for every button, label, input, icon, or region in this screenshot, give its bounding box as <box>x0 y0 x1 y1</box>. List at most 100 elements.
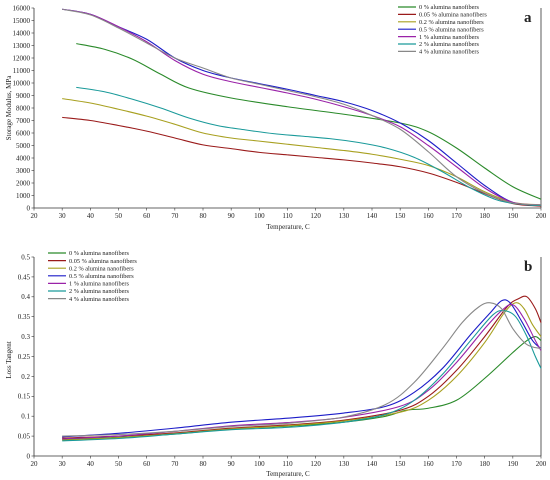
panel-a-x-tick-label: 150 <box>395 212 406 220</box>
panel-b: 0 0.05 0.1 0.15 0.2 0.25 0.3 0.35 0.4 0.45 0.5 20 3… <box>5 250 547 478</box>
panel-b-x-tick-label: 60 <box>143 460 151 468</box>
panel-a-x-tick-label: 160 <box>423 212 434 220</box>
panel-a-series-line-4 <box>62 8 542 206</box>
panel-a-x-ticks: 20 30 40 50 60 70 80 90 100 110 120 130 140 150 160 170… <box>31 208 547 220</box>
panel-a-legend-entry: 0.5 % alumina nanofibers <box>419 26 484 33</box>
panel-b-series-line-3 <box>62 299 542 438</box>
panel-a-y-tick-label: 15000 <box>13 17 31 25</box>
panel-a-y-ticks: 0 1000 2000 3000 4000 5000 6000 7000 8000 9000 100… <box>13 4 34 212</box>
panel-a-y-tick-label: 14000 <box>13 29 31 37</box>
panel-a-x-tick-label: 20 <box>31 212 39 220</box>
panel-a-series-line-6 <box>62 8 542 206</box>
panel-a-series-line-1 <box>62 116 542 207</box>
panel-a-y-axis-title: Storage Modulus, MPa <box>5 75 13 141</box>
panel-b-x-tick-label: 130 <box>339 460 350 468</box>
panel-a-y-tick-label: 5000 <box>16 142 31 150</box>
panel-b-x-tick-label: 160 <box>423 460 434 468</box>
panel-a-legend-entry: 0.2 % alumina nanofibers <box>419 19 484 26</box>
panel-b-series-line-6 <box>62 302 542 437</box>
panel-b-series-line-2 <box>62 302 542 441</box>
panel-b-x-tick-label: 40 <box>87 460 95 468</box>
panel-b-x-tick-label: 80 <box>200 460 208 468</box>
panel-a-y-tick-label: 10000 <box>13 79 31 87</box>
panel-b-x-tick-label: 140 <box>367 460 378 468</box>
panel-b-x-tick-label: 70 <box>171 460 179 468</box>
panel-a-series-line-2 <box>62 98 542 206</box>
panel-a-y-tick-label: 6000 <box>16 129 31 137</box>
panel-b-y-tick-label: 0.2 <box>21 373 30 381</box>
panel-a-y-tick-label: 2000 <box>16 179 31 187</box>
panel-b-x-ticks: 20 30 40 50 60 70 80 90 100 110 120 130 140 150 160 170… <box>31 456 547 468</box>
panel-b-legend-entry: 4 % alumina nanofibers <box>69 296 130 303</box>
panel-b-series-line-1 <box>62 295 542 439</box>
panel-b-legend-entry: 1 % alumina nanofibers <box>69 281 130 288</box>
panel-a-y-tick-label: 16000 <box>13 4 31 12</box>
panel-a-legend-entry: 0.05 % alumina nanofibers <box>419 12 487 19</box>
panel-a-y-tick-label: 12000 <box>13 54 31 62</box>
panel-a-letter: a <box>524 10 532 26</box>
panel-b-y-tick-label: 0.15 <box>18 393 31 401</box>
panel-a-series <box>62 8 542 207</box>
panel-b-x-tick-label: 30 <box>59 460 67 468</box>
panel-b-legend-entry: 0.2 % alumina nanofibers <box>69 265 134 272</box>
panel-a-legend-entry: 4 % alumina nanofibers <box>419 49 480 56</box>
panel-a-legend-entry: 0 % alumina nanofibers <box>419 4 480 11</box>
panel-a-y-tick-label: 11000 <box>13 67 31 75</box>
panel-a-series-line-5 <box>76 86 542 207</box>
panel-b-y-ticks: 0 0.05 0.1 0.15 0.2 0.25 0.3 0.35 0.4 0.45 0.5 <box>18 253 34 460</box>
panel-b-y-tick-label: 0.4 <box>21 293 30 301</box>
panel-a-series-line-3 <box>62 8 542 207</box>
panel-b-x-tick-label: 170 <box>451 460 462 468</box>
panel-b-letter: b <box>524 259 532 275</box>
panel-a-x-tick-label: 140 <box>367 212 378 220</box>
panel-b-y-tick-label: 0.1 <box>21 413 30 421</box>
panel-a-x-tick-label: 90 <box>228 212 236 220</box>
panel-a-y-tick-label: 13000 <box>13 42 31 50</box>
panel-b-y-tick-label: 0 <box>27 452 31 460</box>
panel-b-x-tick-label: 190 <box>508 460 519 468</box>
panel-b-y-tick-label: 0.45 <box>18 273 31 281</box>
panel-a-x-tick-label: 180 <box>479 212 490 220</box>
panel-a-x-tick-label: 130 <box>339 212 350 220</box>
panel-a-y-tick-label: 3000 <box>16 167 31 175</box>
panel-a-legend-entry: 1 % alumina nanofibers <box>419 34 480 41</box>
panel-a-x-tick-label: 40 <box>87 212 95 220</box>
panel-a-x-tick-label: 170 <box>451 212 462 220</box>
panel-a-series-line-0 <box>76 43 542 200</box>
panel-b-y-tick-label: 0.05 <box>18 433 31 441</box>
panel-a-y-tick-label: 7000 <box>16 117 31 125</box>
panel-b-x-tick-label: 90 <box>228 460 236 468</box>
panel-b-legend-entry: 2 % alumina nanofibers <box>69 288 130 295</box>
panel-b-x-tick-label: 110 <box>282 460 293 468</box>
panel-a-y-tick-label: 0 <box>27 204 31 212</box>
panel-b-series <box>62 295 542 442</box>
panel-b-x-tick-label: 200 <box>536 460 547 468</box>
panel-a-y-tick-label: 9000 <box>16 92 31 100</box>
panel-a: 0 1000 2000 3000 4000 5000 6000 7000 8000 9000 100… <box>5 4 547 231</box>
panel-b-y-tick-label: 0.3 <box>21 333 30 341</box>
panel-a-x-tick-label: 70 <box>171 212 179 220</box>
panel-a-y-tick-label: 1000 <box>16 192 31 200</box>
panel-b-x-tick-label: 120 <box>310 460 321 468</box>
panel-a-y-tick-label: 8000 <box>16 104 31 112</box>
panel-a-x-tick-label: 120 <box>310 212 321 220</box>
panel-a-x-tick-label: 110 <box>282 212 293 220</box>
panel-b-y-tick-label: 0.35 <box>18 313 31 321</box>
panel-b-legend-entry: 0.5 % alumina nanofibers <box>69 273 134 280</box>
panel-b-x-tick-label: 180 <box>479 460 490 468</box>
panel-b-y-tick-label: 0.5 <box>21 253 30 261</box>
panel-b-series-line-5 <box>62 309 542 442</box>
panel-a-x-tick-label: 100 <box>254 212 265 220</box>
panel-b-legend-entry: 0.05 % alumina nanofibers <box>69 258 137 265</box>
panel-a-x-tick-label: 60 <box>143 212 151 220</box>
panel-a-legend-entry: 2 % alumina nanofibers <box>419 41 480 48</box>
panel-b-series-line-4 <box>62 303 542 440</box>
panel-a-x-tick-label: 190 <box>508 212 519 220</box>
panel-a-y-tick-label: 4000 <box>16 154 31 162</box>
panel-b-x-axis-title: Temperature, C <box>266 470 310 478</box>
panel-a-x-tick-label: 200 <box>536 212 547 220</box>
panel-a-x-tick-label: 30 <box>59 212 67 220</box>
panel-b-x-tick-label: 150 <box>395 460 406 468</box>
